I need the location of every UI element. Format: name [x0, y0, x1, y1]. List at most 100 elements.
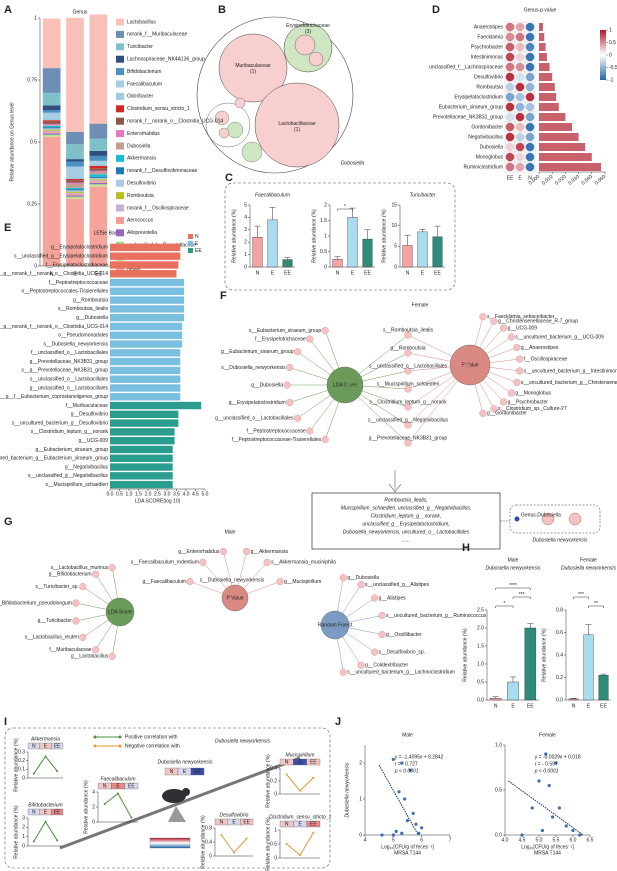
strip-label: EE: [243, 819, 250, 825]
panel-letter: C: [225, 172, 233, 184]
y-tick-label: 0.4: [270, 765, 277, 771]
legend-label: Alloprevotella: [127, 230, 157, 236]
bar-segment: [42, 130, 61, 133]
y-tick-label: 0.25: [27, 201, 37, 207]
focus-label: s__Dubosiella_newyorkensis: [200, 577, 265, 583]
chart-title: Male: [508, 557, 519, 563]
x-axis-label: Log₁₀[CFU/g of feces⁻¹]: [521, 844, 574, 850]
legend-label: Odoribacter: [127, 94, 153, 100]
y-tick-label: 0.2: [270, 778, 277, 784]
y-tick-label: 2: [359, 760, 362, 766]
point: [56, 839, 59, 842]
strip-label: N: [285, 821, 289, 827]
bar: [110, 384, 181, 392]
point: [403, 797, 407, 801]
error-bar: [269, 207, 276, 220]
node-label: s__uncultured_bacterium_g__UCG-009: [515, 334, 604, 340]
row-label: Desulfovibrio: [474, 74, 503, 80]
bar: [539, 23, 543, 31]
x-tick-label: N: [50, 271, 54, 277]
row-label: s__g__f__Eubacterium_coprostanoligenes_g…: [0, 394, 108, 400]
legend-swatch: [116, 167, 124, 175]
point: [578, 833, 582, 837]
row-label: Monoglobus: [476, 154, 504, 160]
bar-segment: [66, 196, 84, 198]
bar-segment: [66, 166, 84, 177]
node: [339, 668, 347, 676]
bar: [110, 410, 179, 419]
heat-dot: [525, 22, 535, 32]
bar: [524, 627, 537, 701]
y-tick-label: 0.2: [18, 758, 25, 764]
panel-letter: G: [4, 516, 13, 528]
heat-dot: [525, 162, 535, 172]
legend-swatch: [188, 241, 193, 246]
y-axis-label: Relative abundance (%): [381, 209, 387, 263]
bar-segment: [89, 163, 108, 166]
legend-dot: [93, 735, 97, 739]
node-label: s__uncultured_bacterium_g__Intestinimona…: [524, 368, 617, 374]
edge: [407, 334, 471, 366]
significance-label: **: [594, 601, 598, 607]
bar-segment: [66, 178, 84, 181]
panel-letter: D: [432, 4, 440, 16]
bar-segment: [66, 131, 84, 145]
y-tick-label: 0: [92, 819, 95, 825]
heat-dot: [525, 62, 535, 72]
y-tick-label: 0.5: [495, 787, 502, 793]
bar: [110, 349, 181, 357]
node-label: s__Lactobacillus_reuteri: [25, 635, 79, 641]
panel-c-frame: [224, 182, 456, 291]
y-axis-label: Relative abundance (%): [311, 209, 317, 263]
row-label: Romboutsia: [476, 84, 503, 90]
row-label: g__Eubacterium_siraeum_group: [35, 447, 108, 453]
bar-segment: [89, 165, 108, 169]
node-label: s__uncultured_bacterium_g__Lachnoclostri…: [347, 670, 455, 676]
node: [378, 611, 386, 620]
significance-bracket: [495, 587, 531, 590]
heat-dot: [505, 22, 515, 32]
bar-segment: [42, 129, 61, 131]
error-bar: [570, 698, 577, 699]
y-tick-label: 1: [359, 796, 362, 802]
y-tick-label: 1: [244, 252, 247, 258]
strip-label: EE: [54, 743, 61, 749]
bar: [362, 238, 373, 268]
legend-swatch: [116, 80, 124, 88]
legend-swatch: [116, 266, 124, 274]
trend-line: [220, 834, 248, 854]
node: [306, 335, 314, 343]
strip-cell: [190, 767, 205, 776]
y-tick-label: 1.0: [495, 742, 502, 748]
bar-segment: [42, 120, 61, 122]
heat-dot: [505, 92, 515, 102]
bar-segment: [42, 132, 61, 134]
heat-dot: [505, 102, 515, 112]
trend-line: [33, 755, 58, 774]
row-label: g__Prevotellaceae_NK3B31_group: [30, 359, 109, 365]
bar: [110, 401, 202, 410]
node: [243, 547, 251, 555]
summary-line: Dubosiella_newyorkensis, uncultured_o__L…: [343, 529, 470, 535]
error-bar: [284, 257, 291, 260]
node-label: s__Clostridium_sp._Culture-27: [498, 406, 567, 412]
legend-label: EE: [195, 248, 202, 254]
annotation: p < 0.0001: [394, 768, 419, 774]
bar: [110, 393, 181, 401]
significance-bracket: [337, 208, 353, 211]
bar-segment: [89, 172, 108, 175]
bar-segment: [89, 138, 108, 151]
x-axis-label: MRSA T144: [394, 850, 421, 856]
chart-title: Faecalibaculum: [255, 192, 290, 198]
y-tick-label: 0: [274, 791, 277, 797]
chart-title: LEfSe Bar: [94, 230, 117, 236]
point: [400, 761, 404, 765]
point: [397, 790, 401, 794]
bar-segment: [42, 92, 61, 106]
legend-swatch: [116, 216, 124, 224]
chart-subtitle: Dubosiella newyorkensis: [485, 565, 541, 571]
bar: [507, 681, 519, 701]
bar-segment: [42, 128, 61, 130]
x-tick-label: E: [511, 703, 515, 709]
node-label: g__unclassified_o__Lactobacillales: [215, 416, 294, 422]
